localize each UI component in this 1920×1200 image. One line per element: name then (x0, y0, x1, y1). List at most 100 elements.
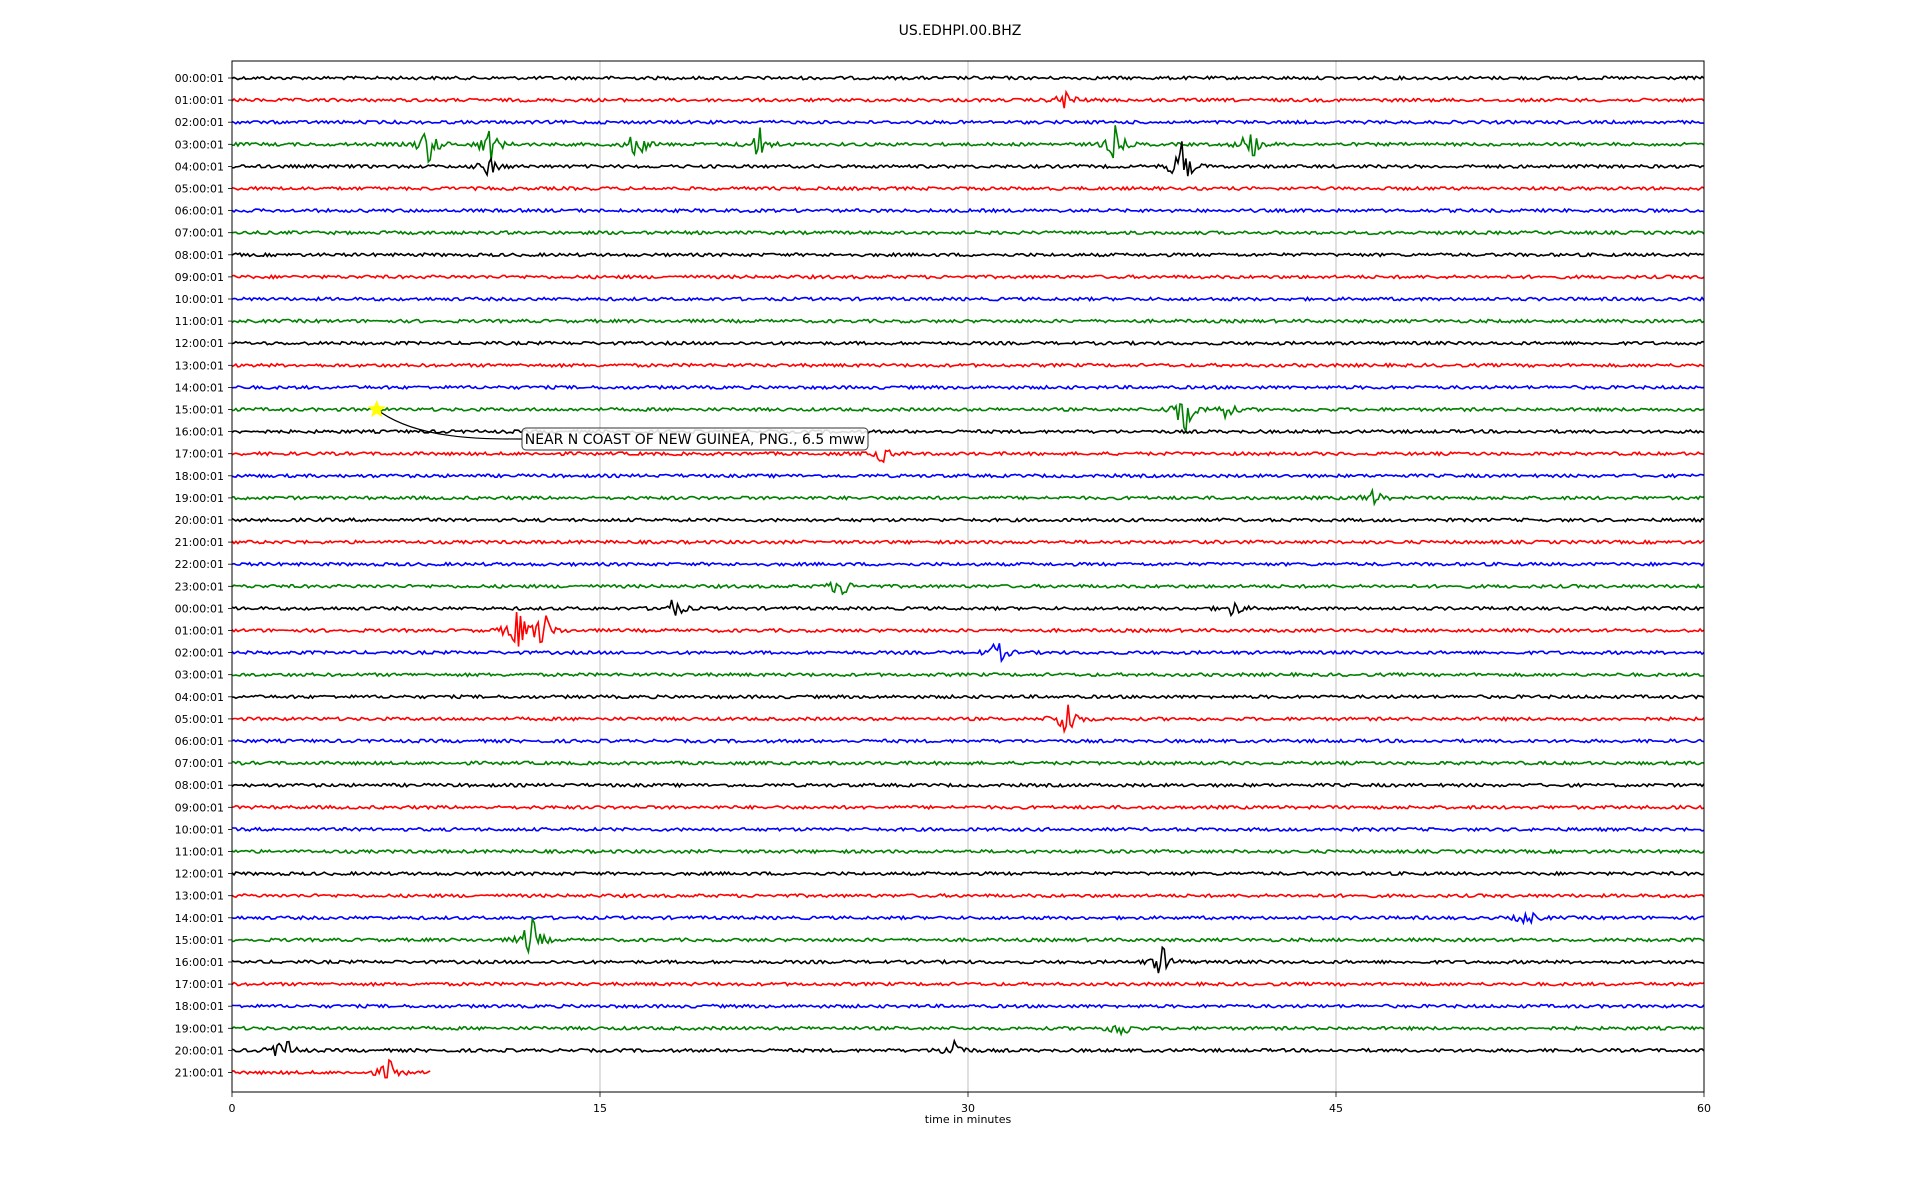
trace-row (231, 539, 1705, 546)
trace-row (231, 207, 1705, 214)
trace-row (231, 738, 1705, 744)
row-label: 18:00:01 (175, 1000, 224, 1013)
row-label: 20:00:01 (175, 1044, 224, 1057)
x-axis-label: time in minutes (925, 1113, 1012, 1126)
annotation-box (521, 427, 869, 451)
trace-row (231, 611, 1705, 647)
x-tick-label: 45 (1329, 1102, 1343, 1115)
row-label: 05:00:01 (175, 183, 224, 196)
trace-row (231, 449, 1705, 464)
row-label: 09:00:01 (175, 801, 224, 814)
row-label: 14:00:01 (175, 381, 224, 394)
trace-row (231, 185, 1705, 192)
row-label: 18:00:01 (175, 470, 224, 483)
row-label: 10:00:01 (175, 293, 224, 306)
trace-row (231, 125, 1705, 164)
trace-row (231, 428, 1705, 435)
trace-row (231, 74, 1705, 81)
annotation-text: NEAR N COAST OF NEW GUINEA, PNG., 6.5 mw… (525, 432, 866, 448)
trace-row (231, 1038, 1705, 1057)
trace-row (231, 89, 1705, 109)
trace-row (231, 273, 1705, 280)
trace-row (231, 580, 1705, 596)
trace-row (231, 671, 1705, 678)
trace-row (231, 693, 1705, 700)
trace-row (231, 804, 1705, 811)
row-label: 16:00:01 (175, 426, 224, 439)
trace-row (231, 119, 1704, 125)
trace-row (232, 916, 1705, 956)
trace-row (231, 1024, 1705, 1037)
row-label: 00:00:01 (175, 72, 224, 85)
trace-row (231, 472, 1705, 479)
trace-row (231, 318, 1705, 324)
trace-row (231, 826, 1705, 833)
row-label: 09:00:01 (175, 271, 224, 284)
trace-row (231, 848, 1705, 855)
chart-title: US.EDHPI.00.BHZ (899, 23, 1022, 39)
trace-row (231, 981, 1705, 988)
trace-row (231, 782, 1705, 789)
trace-row (231, 599, 1705, 618)
row-label: 15:00:01 (175, 934, 224, 947)
row-label: 07:00:01 (175, 757, 224, 770)
trace-row (231, 362, 1705, 369)
grid-lines (599, 61, 1337, 1092)
annotation-connector (376, 409, 523, 440)
row-label: 21:00:01 (175, 536, 224, 549)
x-tick-label: 15 (593, 1102, 607, 1115)
row-label: 01:00:01 (175, 625, 224, 638)
row-label: 06:00:01 (175, 735, 224, 748)
trace-row (231, 487, 1705, 507)
row-label: 14:00:01 (175, 912, 224, 925)
row-label: 05:00:01 (175, 713, 224, 726)
row-label: 17:00:01 (175, 448, 224, 461)
row-label: 04:00:01 (175, 160, 224, 173)
row-label: 13:00:01 (175, 359, 224, 372)
row-label: 00:00:01 (175, 602, 224, 615)
trace-row (231, 760, 1705, 767)
trace-row (231, 340, 1705, 347)
trace-row (231, 642, 1705, 664)
row-label: 19:00:01 (175, 492, 224, 505)
row-label: 04:00:01 (175, 691, 224, 704)
row-label: 01:00:01 (175, 94, 224, 107)
x-axis-ticks: 0 15 30 45 60 (229, 1092, 1711, 1115)
row-label: 16:00:01 (175, 956, 224, 969)
row-label: 10:00:01 (175, 823, 224, 836)
trace-row (231, 870, 1705, 877)
trace-row (231, 561, 1705, 568)
row-label: 11:00:01 (175, 315, 224, 328)
row-label: 13:00:01 (175, 890, 224, 903)
row-label: 23:00:01 (175, 580, 224, 593)
row-label: 08:00:01 (175, 249, 224, 262)
x-tick-label: 60 (1697, 1102, 1711, 1115)
x-tick-label: 0 (229, 1102, 236, 1115)
row-label: 11:00:01 (175, 846, 224, 859)
x-tick-label: 30 (961, 1102, 975, 1115)
trace-row (231, 945, 1705, 974)
row-label: 21:00:01 (175, 1067, 224, 1080)
trace-row (231, 295, 1705, 303)
trace-row (231, 910, 1705, 926)
trace-row (231, 251, 1705, 258)
row-label: 08:00:01 (175, 779, 224, 792)
row-label: 02:00:01 (175, 116, 224, 129)
row-label: 07:00:01 (175, 227, 224, 240)
trace-row (231, 229, 1705, 236)
event-annotation: NEAR N COAST OF NEW GUINEA, PNG., 6.5 mw… (367, 399, 869, 451)
row-label: 22:00:01 (175, 558, 224, 571)
row-label: 02:00:01 (175, 647, 224, 660)
row-label: 19:00:01 (175, 1022, 224, 1035)
trace-row (231, 141, 1705, 178)
trace-row (231, 384, 1705, 391)
row-label: 03:00:01 (175, 669, 224, 682)
row-label: 06:00:01 (175, 205, 224, 218)
trace-row (231, 892, 1705, 899)
row-labels: 00:00:01 01:00:01 02:00:01 03:00:01 04:00:01… (175, 72, 232, 1080)
row-label: 20:00:01 (175, 514, 224, 527)
row-label: 17:00:01 (175, 978, 224, 991)
row-label: 12:00:01 (175, 868, 224, 881)
row-label: 15:00:01 (175, 404, 224, 417)
